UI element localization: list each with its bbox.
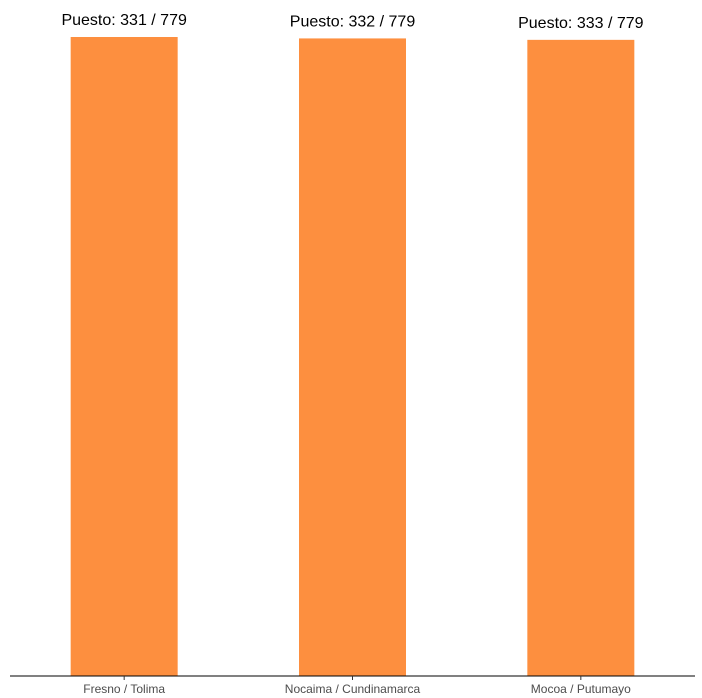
x-tick-label-3: Mocoa / Putumayo [531,682,631,696]
bar-3 [527,39,635,677]
data-label-1: Puesto: 331 / 779 [61,12,187,29]
bars-layer [70,37,635,677]
data-labels-layer: Puesto: 331 / 779 Puesto: 332 / 779 Puesto… [61,12,643,32]
data-label-2: Puesto: 332 / 779 [290,13,416,30]
bar-1 [70,37,178,676]
bar-2 [299,38,406,677]
x-tick-label-2: Nocaima / Cundinamarca [285,682,421,696]
data-label-3: Puesto: 333 / 779 [518,15,644,32]
x-tick-label-1: Fresno / Tolima [83,682,165,696]
x-axis-ticks: Fresno / Tolima Nocaima / Cundinamarca Moc… [83,676,631,696]
